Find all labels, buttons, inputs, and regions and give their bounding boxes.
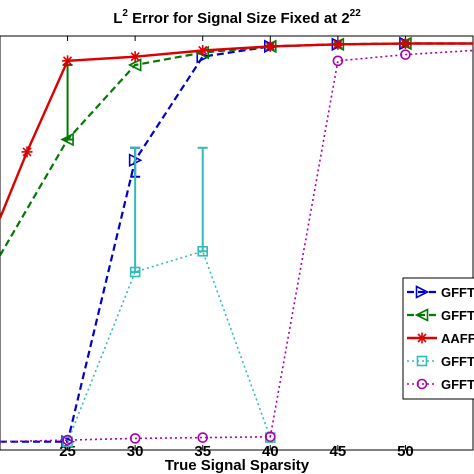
marker-stroke <box>333 39 343 49</box>
legend-item: GFFT <box>407 308 474 323</box>
legend-label: GFFT <box>441 377 474 392</box>
title-base: L <box>113 10 122 27</box>
series-4 <box>62 146 276 448</box>
marker-stroke <box>22 147 32 157</box>
title-superscript-2: 22 <box>350 8 362 19</box>
legend-label: GFFT <box>441 285 474 300</box>
legend-label: GFFT <box>441 308 474 323</box>
error-bar <box>62 63 73 141</box>
series-line <box>0 42 473 256</box>
data-point <box>129 51 141 63</box>
data-point <box>62 434 73 446</box>
x-tick-label: 45 <box>330 443 347 460</box>
plot-area-frame <box>0 35 474 451</box>
data-point <box>127 58 142 72</box>
marker-stroke <box>417 333 427 343</box>
marker-stroke <box>400 38 410 49</box>
x-axis-label: True Signal Sparsity <box>165 457 310 474</box>
data-point <box>332 55 344 67</box>
data-point <box>416 355 428 367</box>
legend-label: GFFT <box>441 354 474 369</box>
data-point <box>264 40 276 52</box>
data-point <box>197 432 209 443</box>
series-line <box>0 42 473 443</box>
data-point <box>197 44 209 56</box>
series-2 <box>0 36 473 256</box>
series-line <box>66 250 272 442</box>
legend: GFFT GFFT AAFF GFFT GFFT <box>402 277 474 400</box>
x-tick-label: 50 <box>397 443 414 460</box>
title-middle: Error for Signal Size Fixed at 2 <box>128 10 350 27</box>
x-tick-label: 35 <box>194 443 211 460</box>
marker-stroke <box>63 56 73 66</box>
data-point <box>332 38 344 50</box>
series-line <box>0 42 473 219</box>
title-superscript-1: 2 <box>122 8 128 19</box>
error-bar <box>130 146 141 273</box>
x-tick-label: 40 <box>262 443 279 460</box>
data-point <box>62 55 74 67</box>
series-group <box>0 36 474 449</box>
legend-label: AAFF <box>441 331 474 346</box>
data-point <box>60 132 74 147</box>
data-point <box>414 308 429 322</box>
data-point <box>264 431 276 443</box>
data-point <box>129 433 141 444</box>
data-point <box>399 37 411 49</box>
marker-stroke <box>265 41 275 51</box>
data-point <box>129 266 141 278</box>
error-bar <box>197 146 208 253</box>
data-point <box>21 146 33 158</box>
legend-item: GFFT <box>407 285 474 300</box>
marker-stroke <box>130 52 140 62</box>
data-point <box>416 378 428 390</box>
data-point <box>197 245 209 257</box>
x-tick-label: 30 <box>127 443 144 460</box>
legend-item: GFFT <box>407 354 474 369</box>
data-point <box>415 285 430 299</box>
marker-stroke <box>198 45 208 56</box>
series-3 <box>0 37 473 219</box>
data-point <box>416 332 428 344</box>
data-point <box>400 49 411 60</box>
series-5 <box>0 49 474 446</box>
legend-item: AAFF <box>407 331 474 346</box>
series-1 <box>0 36 473 449</box>
series-line <box>0 49 474 443</box>
chart-title: L2 Error for Signal Size Fixed at 222 <box>113 8 361 27</box>
legend-item: GFFT <box>407 377 474 392</box>
